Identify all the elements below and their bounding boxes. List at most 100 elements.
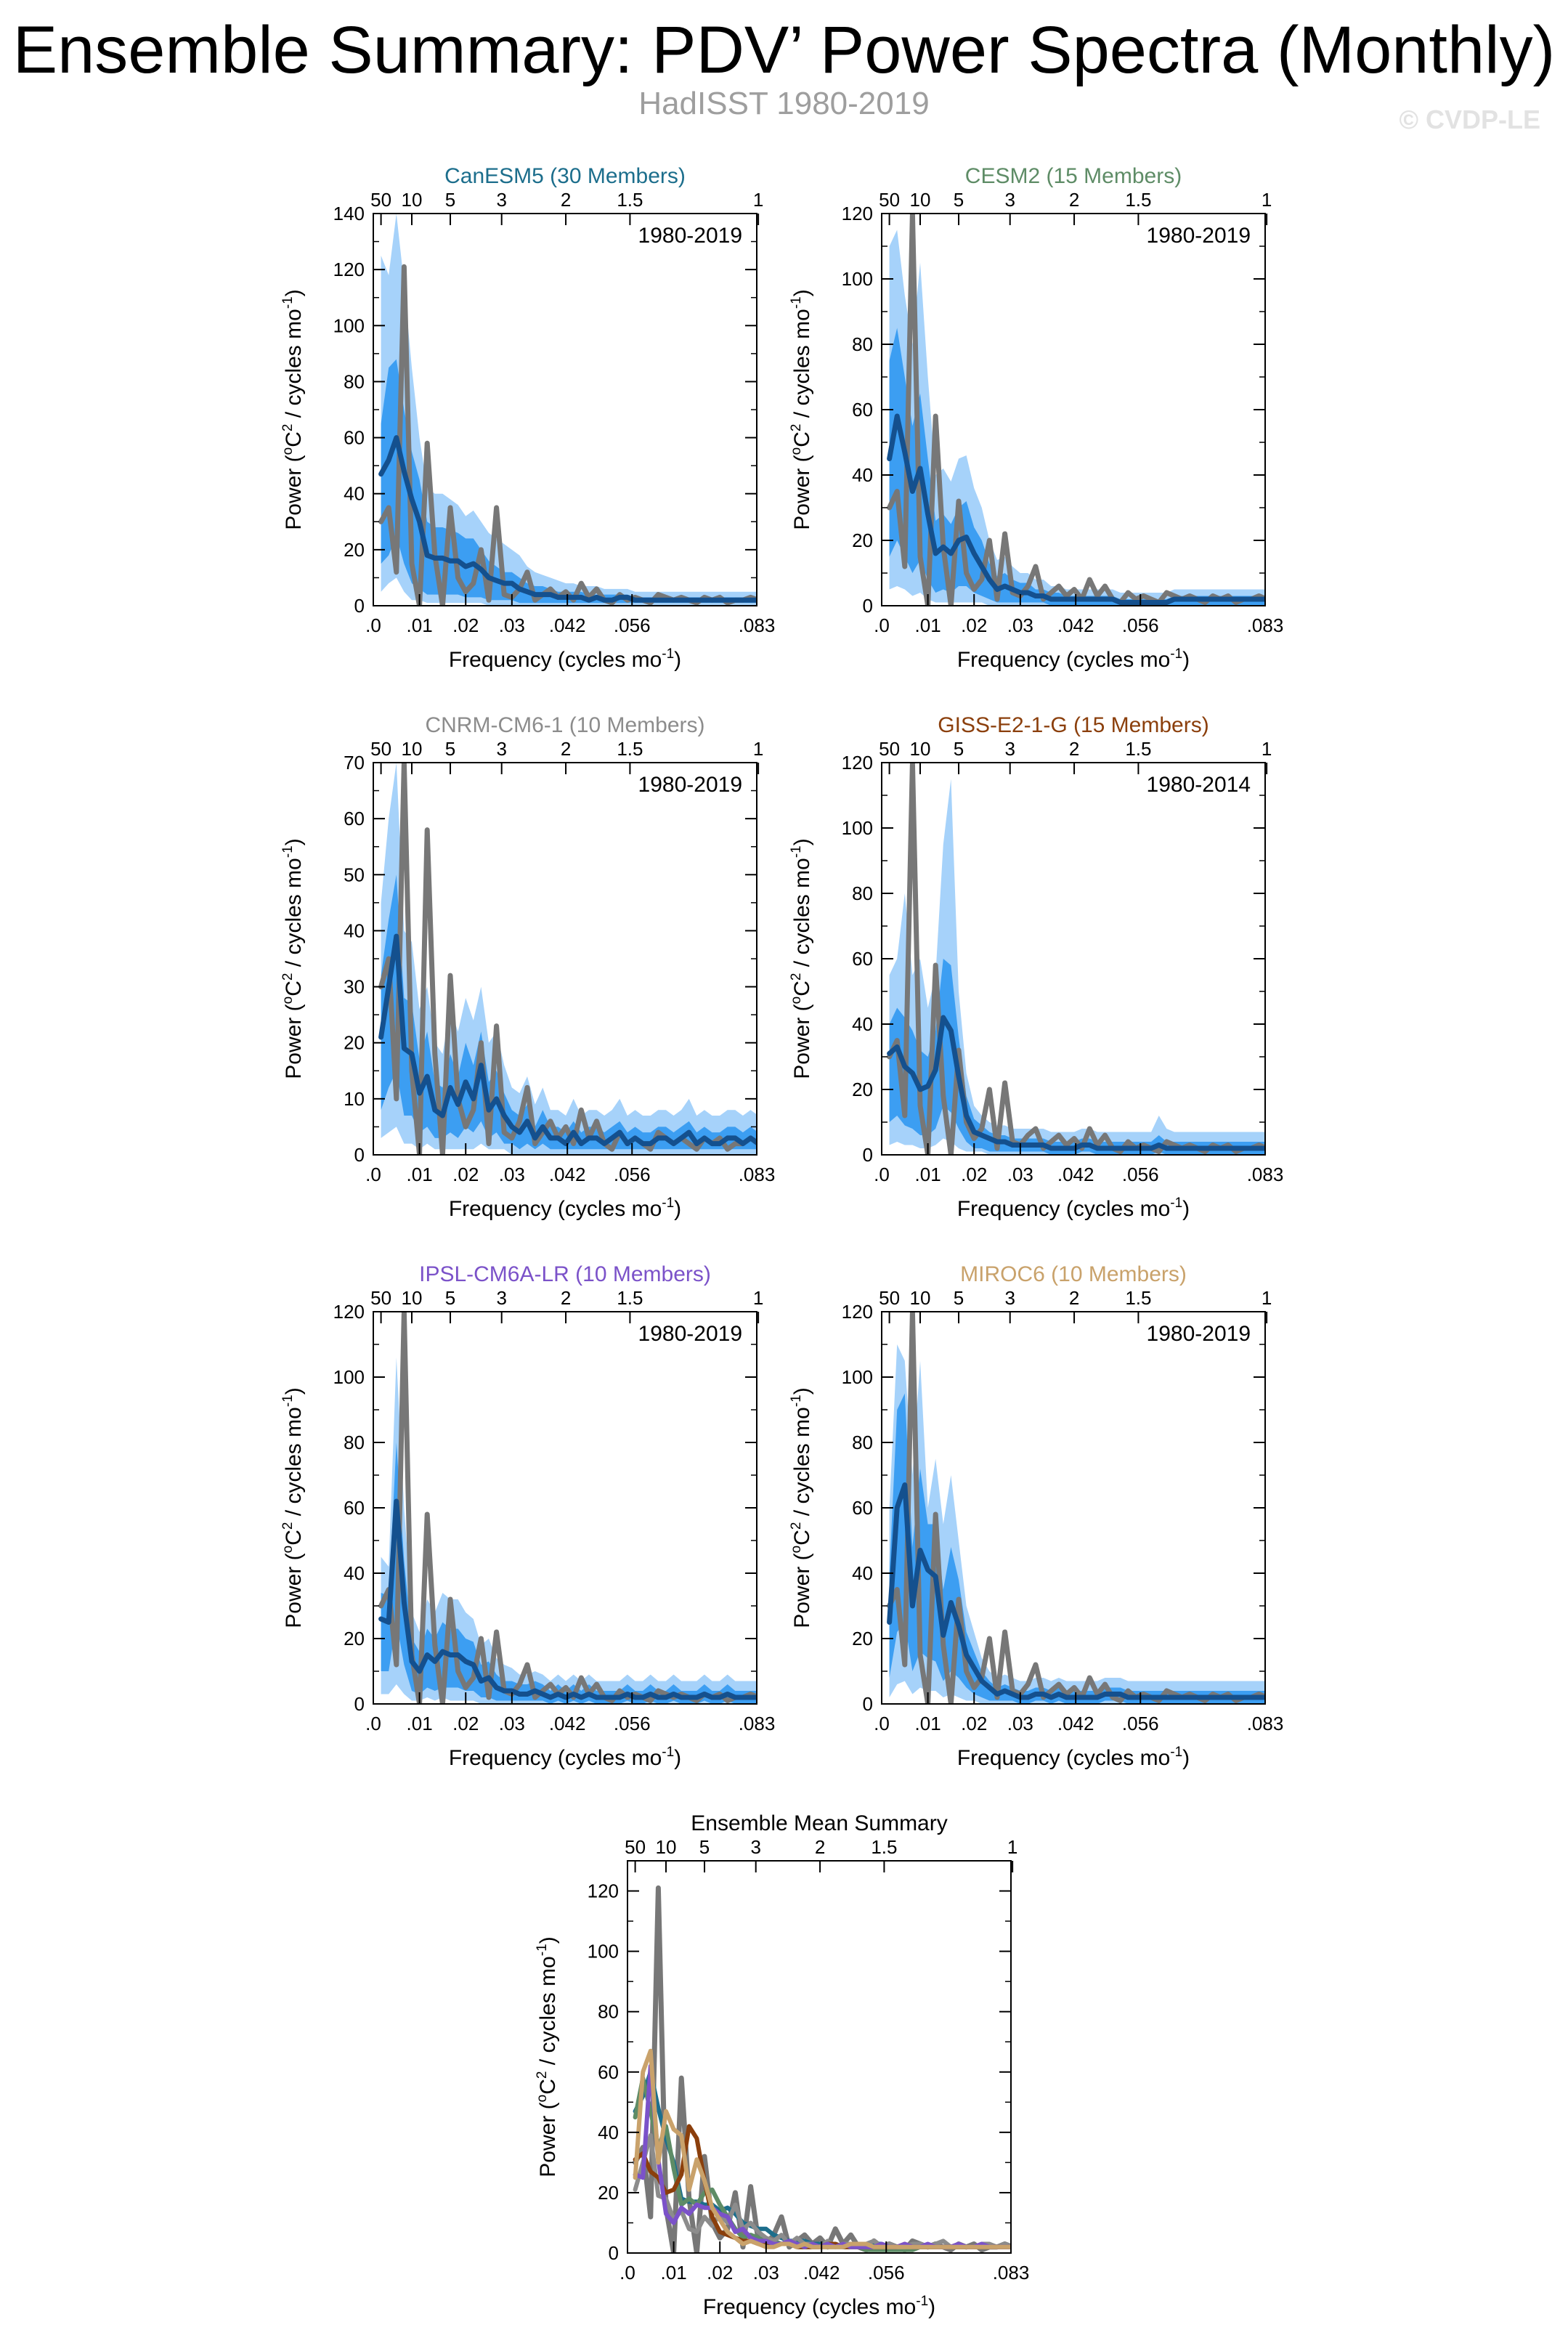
chart-panel-2: 0 20 40 60 80 100 120 .0 .01 .02 .03 .042 .056 .083 50… xyxy=(789,164,1283,672)
top-tick-label: 3 xyxy=(496,189,506,211)
top-tick-label: 2 xyxy=(1069,189,1079,211)
y-tick-label: 60 xyxy=(852,948,873,970)
y-tick-label: 80 xyxy=(598,2001,619,2023)
y-tick-label: 40 xyxy=(598,2122,619,2143)
top-tick-label: 5 xyxy=(699,1836,710,1858)
x-tick-label: .02 xyxy=(961,614,987,636)
x-tick-label: .02 xyxy=(961,1713,987,1734)
y-tick-label: 0 xyxy=(863,595,873,617)
y-tick-label: 20 xyxy=(344,1628,365,1649)
x-tick-label: .042 xyxy=(1057,1713,1094,1734)
x-tick-label: .056 xyxy=(868,2262,905,2284)
x-axis-label-end: ) xyxy=(1182,1746,1190,1770)
x-tick-label: .0 xyxy=(365,1713,381,1734)
ensemble-mean-line xyxy=(887,1015,1265,1151)
x-axis-label: Frequency (cycles mo-1) xyxy=(957,1745,1190,1770)
y-axis-label-part: C xyxy=(282,981,306,996)
x-tick-label: .0 xyxy=(365,614,381,636)
x-tick-label: .083 xyxy=(993,2262,1030,2284)
y-axis-label-part: ) xyxy=(282,1387,306,1395)
y-tick-label: 60 xyxy=(852,1497,873,1519)
x-axis-label-sup: -1 xyxy=(662,646,674,662)
x-tick-label: .0 xyxy=(874,1164,890,1185)
top-tick-label: 1.5 xyxy=(617,189,643,211)
x-tick-label: .083 xyxy=(739,614,776,636)
x-tick-label: .02 xyxy=(961,1164,987,1185)
top-tick-label: 3 xyxy=(1004,189,1015,211)
x-tick-label: .03 xyxy=(753,2262,779,2284)
x-tick-label: .0 xyxy=(874,614,890,636)
y-axis-label-part: C xyxy=(282,431,306,447)
y-tick-label: 60 xyxy=(344,1497,365,1519)
y-tick-label: 40 xyxy=(344,483,365,505)
y-axis-label-part: / cycles mo xyxy=(282,858,306,973)
x-axis-label-end: ) xyxy=(928,2295,935,2319)
ensemble-mean-line xyxy=(887,413,1265,605)
plot-frame xyxy=(627,1860,1012,2254)
x-tick-label: .083 xyxy=(739,1164,776,1185)
top-tick-label: 50 xyxy=(625,1836,646,1858)
spread-band-25-75 xyxy=(381,359,757,604)
y-axis-label-part: C xyxy=(536,2079,560,2095)
y-axis-label-part: o xyxy=(280,996,296,1004)
top-tick-label: 50 xyxy=(370,189,391,211)
x-tick-label: .056 xyxy=(1122,1164,1159,1185)
x-tick-label: .042 xyxy=(549,614,586,636)
figure-title: Ensemble Summary: PDV’ Power Spectra (Mo… xyxy=(12,13,1556,87)
series-line-observations xyxy=(633,1885,1011,2253)
y-axis-label-part: Power ( xyxy=(790,1004,814,1079)
x-tick-label: .03 xyxy=(499,1713,525,1734)
period-label: 1980-2019 xyxy=(638,773,742,797)
y-axis-label-part: -1 xyxy=(789,296,804,309)
y-axis-label-part: -1 xyxy=(535,1944,550,1956)
y-tick-label: 80 xyxy=(344,1432,365,1453)
y-axis-label-part: Power ( xyxy=(790,455,814,529)
top-tick-label: 1.5 xyxy=(871,1836,897,1858)
x-tick-label: .03 xyxy=(1007,614,1033,636)
top-tick-label: 1 xyxy=(1262,738,1272,760)
y-axis-label-part: 2 xyxy=(280,973,296,981)
x-tick-label: .0 xyxy=(365,1164,381,1185)
period-label: 1980-2019 xyxy=(638,224,742,248)
top-tick-label: 1.5 xyxy=(617,738,643,760)
y-tick-label: 20 xyxy=(852,529,873,551)
x-tick-label: .01 xyxy=(407,614,433,636)
y-axis-label-part: o xyxy=(789,447,804,455)
y-axis-label: Power (oC2 / cycles mo-1) xyxy=(789,289,814,529)
y-axis-label-part: C xyxy=(790,981,814,996)
y-axis-label-part: / cycles mo xyxy=(282,1407,306,1522)
y-tick-label: 100 xyxy=(842,817,873,839)
y-axis-label-part: C xyxy=(282,1530,306,1546)
x-tick-label: .056 xyxy=(1122,614,1159,636)
top-tick-label: 3 xyxy=(496,1287,506,1309)
y-axis-label-part: / cycles mo xyxy=(790,858,814,973)
top-tick-label: 1 xyxy=(1262,1287,1272,1309)
top-tick-label: 50 xyxy=(370,1287,391,1309)
y-tick-label: 30 xyxy=(344,976,365,998)
top-tick-label: 1.5 xyxy=(617,1287,643,1309)
y-axis-label-part: / cycles mo xyxy=(536,1956,560,2071)
y-tick-label: 70 xyxy=(344,752,365,774)
top-tick-label: 10 xyxy=(402,1287,423,1309)
top-tick-label: 5 xyxy=(954,189,964,211)
y-axis-label: Power (oC2 / cycles mo-1) xyxy=(789,838,814,1079)
plot-area xyxy=(378,214,757,606)
y-tick-label: 0 xyxy=(863,1693,873,1715)
chart-panel-4: 0 20 40 60 80 100 120 .0 .01 .02 .03 .042 .056 .083 50… xyxy=(789,713,1283,1221)
x-tick-label: .056 xyxy=(614,1164,651,1185)
y-tick-label: 100 xyxy=(333,1366,365,1388)
y-axis-label-part: / cycles mo xyxy=(790,309,814,423)
top-tick-label: 5 xyxy=(445,189,455,211)
y-axis-label-part: o xyxy=(789,1546,804,1554)
y-axis-label-part: -1 xyxy=(280,845,296,858)
credit-watermark: © CVDP-LE xyxy=(1399,105,1540,134)
y-tick-label: 40 xyxy=(852,464,873,486)
x-axis-label-sup: -1 xyxy=(916,2294,928,2309)
y-tick-label: 80 xyxy=(852,882,873,904)
y-tick-label: 40 xyxy=(344,1562,365,1584)
y-axis-label-part: C xyxy=(790,1530,814,1546)
x-tick-label: .01 xyxy=(915,614,941,636)
x-tick-label: .02 xyxy=(452,1713,479,1734)
y-axis-label-part: o xyxy=(280,447,296,455)
